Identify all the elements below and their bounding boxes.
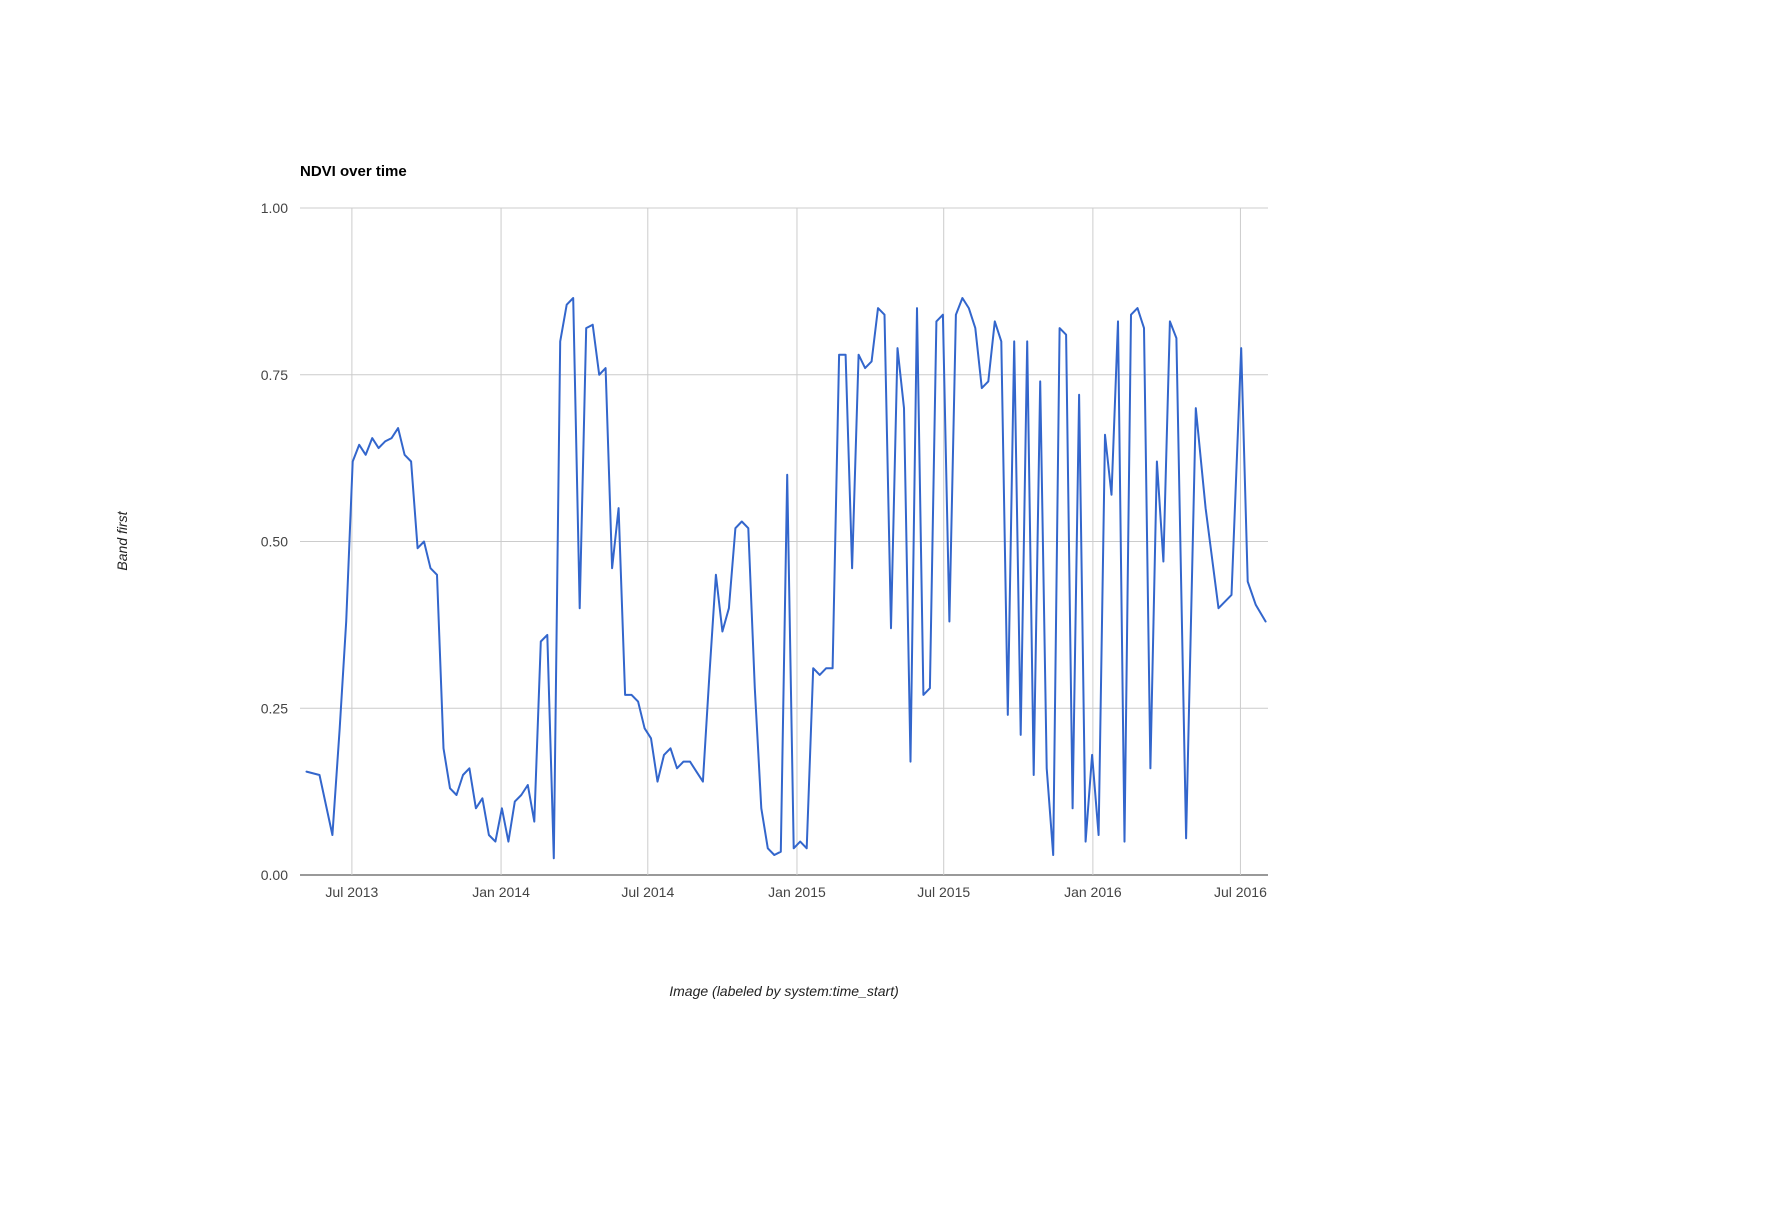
y-tick-label: 0.25: [261, 700, 288, 716]
y-tick-label: 1.00: [261, 200, 288, 216]
x-tick-label: Jan 2016: [1064, 884, 1122, 900]
x-tick-label: Jul 2016: [1214, 884, 1267, 900]
x-tick-label: Jul 2014: [621, 884, 674, 900]
y-tick-label: 0.50: [261, 534, 288, 550]
x-tick-label: Jul 2015: [917, 884, 970, 900]
y-tick-label: 0.75: [261, 367, 288, 383]
x-tick-label: Jan 2015: [768, 884, 826, 900]
chart-title: NDVI over time: [300, 163, 407, 180]
x-tick-label: Jan 2014: [472, 884, 530, 900]
x-tick-label: Jul 2013: [325, 884, 378, 900]
x-axis-label: Image (labeled by system:time_start): [669, 983, 899, 999]
ndvi-series-line: [305, 297, 1267, 860]
y-tick-label: 0.00: [261, 867, 288, 883]
